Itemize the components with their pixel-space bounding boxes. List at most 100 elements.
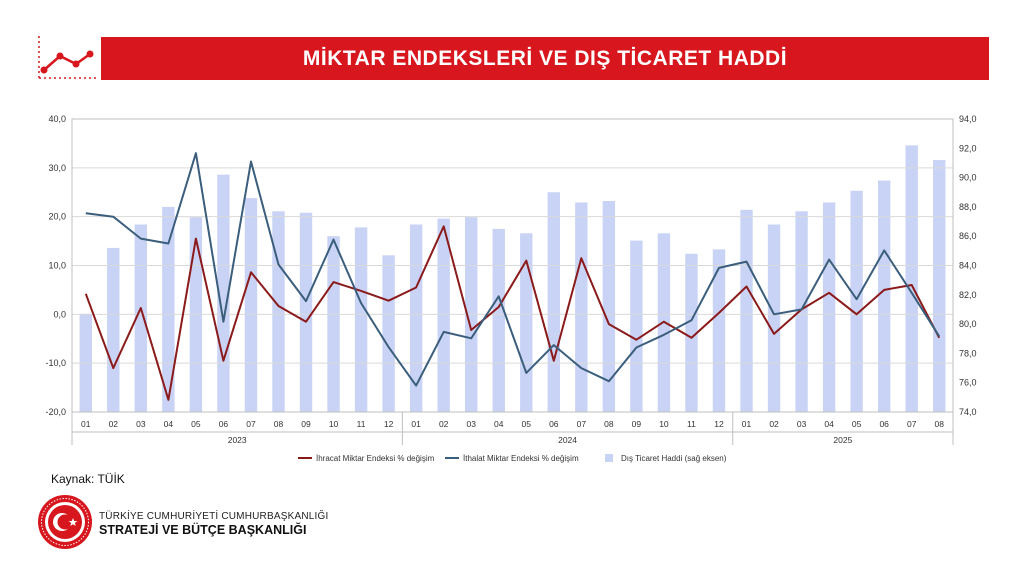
bar (685, 253, 698, 412)
right-axis-tick-label: 84,0 (959, 261, 977, 271)
x-axis-tick-label: 03 (136, 419, 146, 429)
x-axis-tick-label: 06 (219, 419, 229, 429)
left-axis-tick-label: 40,0 (48, 114, 66, 124)
year-label: 2025 (833, 435, 852, 445)
bar (520, 233, 533, 412)
x-axis-tick-label: 01 (411, 419, 421, 429)
bar (850, 190, 863, 412)
left-axis-tick-label: -10,0 (45, 358, 66, 368)
legend-swatch (605, 454, 613, 462)
page-title: MİKTAR ENDEKSLERİ VE DIŞ TİCARET HADDİ (302, 46, 788, 70)
x-axis-tick-label: 08 (935, 419, 945, 429)
year-label: 2024 (558, 435, 577, 445)
bars-layer (79, 145, 946, 412)
x-axis-tick-label: 09 (301, 419, 311, 429)
bar (354, 227, 368, 412)
x-axis-tick-label: 09 (632, 419, 642, 429)
x-axis-tick-label: 02 (769, 419, 779, 429)
right-axis-tick-label: 90,0 (959, 173, 977, 183)
left-axis-tick-label: 30,0 (48, 163, 66, 173)
grid-layer (72, 118, 953, 413)
x-axis-tick-label: 05 (191, 419, 201, 429)
bar (134, 224, 148, 412)
left-axis-tick-label: 20,0 (48, 212, 66, 222)
institution-line2: STRATEJİ VE BÜTÇE BAŞKANLIĞI (99, 523, 307, 537)
x-axis-tick-label: 03 (797, 419, 807, 429)
bar (492, 228, 505, 412)
right-axis-tick-label: 76,0 (959, 378, 977, 388)
bar (630, 240, 643, 412)
bar (327, 236, 340, 412)
x-axis-tick-label: 10 (659, 419, 669, 429)
bar (602, 201, 616, 412)
bar (712, 249, 726, 412)
x-axis-tick-label: 12 (384, 419, 394, 429)
bar (547, 192, 560, 412)
bar (299, 212, 313, 412)
right-axis-tick-label: 78,0 (959, 348, 977, 358)
x-axis-tick-label: 07 (577, 419, 587, 429)
bar (107, 247, 120, 412)
legend-label: İthalat Miktar Endeksi % değişim (463, 454, 579, 463)
left-axis-tick-label: 0,0 (53, 309, 66, 319)
line-chart-icon (38, 36, 96, 79)
bar (822, 202, 836, 412)
x-axis-tick-label: 04 (824, 419, 834, 429)
x-axis-tick-label: 07 (246, 419, 256, 429)
bar (575, 202, 588, 412)
x-axis-tick-label: 12 (714, 419, 724, 429)
x-axis-tick-label: 07 (907, 419, 917, 429)
import-change-line (85, 152, 941, 387)
bar (437, 218, 450, 412)
institution-name: TÜRKİYE CUMHURİYETİ CUMHURBAŞKANLIĞI STR… (99, 511, 328, 537)
title-banner: MİKTAR ENDEKSLERİ VE DIŞ TİCARET HADDİ (101, 37, 989, 80)
x-axis-tick-label: 11 (687, 419, 696, 429)
source-label: Kaynak: TÜİK (51, 472, 125, 486)
x-axis-tick-label: 11 (357, 419, 366, 429)
x-axis-tick-label: 06 (549, 419, 559, 429)
bar (905, 145, 918, 412)
x-axis-tick-label: 02 (109, 419, 119, 429)
bar (740, 209, 753, 412)
x-axis-tick-label: 01 (81, 419, 91, 429)
bar (933, 160, 946, 412)
legend: İhracat Miktar Endeksi % değişim İthalat … (298, 454, 727, 463)
export-change-line (84, 225, 941, 401)
right-axis-tick-label: 86,0 (959, 231, 977, 241)
x-axis-tick-label: 08 (604, 419, 614, 429)
right-axis-tick-label: 94,0 (959, 114, 977, 124)
right-axis-tick-label: 74,0 (959, 407, 977, 417)
right-axis-tick-label: 92,0 (959, 143, 977, 153)
axes-layer: -20,0 -10,0 0,0 10,0 20,0 30,0 40,0 74,0 76,0 78,… (45, 114, 977, 445)
x-axis-tick-label: 05 (522, 419, 532, 429)
institution-line1: TÜRKİYE CUMHURİYETİ CUMHURBAŞKANLIĞI (99, 511, 329, 522)
x-axis-tick-label: 01 (742, 419, 752, 429)
x-axis-tick-label: 06 (879, 419, 889, 429)
x-axis-tick-label: 04 (164, 419, 174, 429)
bar (877, 180, 891, 412)
quantity-index-chart: -20,0 -10,0 0,0 10,0 20,0 30,0 40,0 74,0 76,0 78,… (45, 114, 977, 463)
year-label: 2023 (228, 435, 247, 445)
state-seal-icon (38, 495, 92, 549)
x-axis-tick-label: 08 (274, 419, 284, 429)
left-axis-tick-label: -20,0 (45, 407, 66, 417)
bar (795, 211, 808, 412)
right-axis-tick-label: 88,0 (959, 202, 977, 212)
plot-area-border (71, 118, 954, 413)
legend-label: Dış Ticaret Haddi (sağ eksen) (621, 454, 727, 463)
legend-label: İhracat Miktar Endeksi % değişim (316, 454, 435, 463)
x-axis-tick-label: 05 (852, 419, 862, 429)
bar (272, 211, 285, 412)
bar (409, 224, 423, 412)
right-axis-tick-label: 82,0 (959, 290, 977, 300)
right-axis-tick-label: 80,0 (959, 319, 977, 329)
bar (767, 224, 781, 412)
bar (244, 198, 258, 412)
bar (382, 255, 395, 412)
x-axis-tick-label: 10 (329, 419, 339, 429)
left-axis-tick-label: 10,0 (48, 261, 66, 271)
bar (162, 206, 175, 412)
lines-layer (84, 152, 941, 401)
x-axis-tick-label: 02 (439, 419, 449, 429)
x-axis-tick-label: 04 (494, 419, 504, 429)
